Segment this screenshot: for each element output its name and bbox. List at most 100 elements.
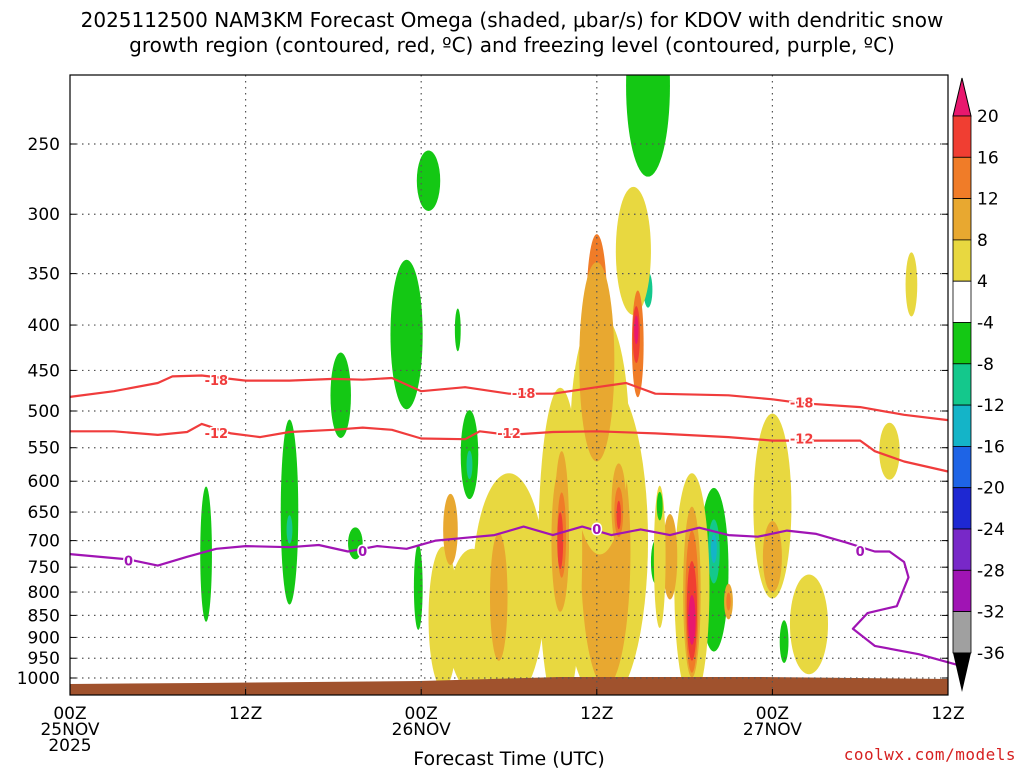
- colorbar-swatch: [952, 115, 972, 158]
- colorbar-swatch: [952, 569, 972, 612]
- omega-region: [779, 620, 789, 664]
- omega-region: [615, 186, 651, 316]
- omega-region: [428, 546, 458, 689]
- colorbar-label: -4: [977, 314, 994, 334]
- x-tick-label: 00Z: [405, 704, 438, 724]
- x-tick-label: 12Z: [580, 704, 613, 724]
- omega-region: [710, 534, 717, 564]
- omega-region: [413, 544, 423, 630]
- x-tick-label: 27NOV: [743, 720, 802, 740]
- colorbar-label: -8: [977, 355, 994, 375]
- omega-region: [616, 500, 621, 530]
- contour-label: -12: [497, 427, 521, 442]
- colorbar-swatch: [952, 445, 972, 489]
- omega-region: [726, 592, 731, 611]
- y-tick-label: 650: [28, 503, 60, 523]
- colorbar-label: -28: [977, 561, 1005, 581]
- colorbar-arrow-top: [952, 77, 972, 117]
- colorbar-label: 12: [977, 190, 999, 210]
- omega-region: [879, 422, 900, 480]
- ground-layer: [70, 677, 948, 695]
- contour-label: -12: [205, 427, 229, 442]
- contour-label: 0: [124, 554, 133, 569]
- omega-region: [762, 521, 782, 593]
- colorbar-swatch: [952, 280, 972, 323]
- colorbar-label: 8: [977, 231, 988, 251]
- omega-region: [789, 574, 829, 675]
- omega-region: [557, 512, 564, 570]
- omega-region: [626, 75, 670, 177]
- omega-region: [579, 262, 615, 462]
- y-tick-label: 350: [28, 265, 60, 285]
- contour-line: [69, 374, 949, 422]
- contour-line: [69, 525, 963, 668]
- omega-region: [489, 532, 508, 661]
- plot-frame: [69, 74, 949, 696]
- colorbar-label: -24: [977, 520, 1005, 540]
- y-tick-label: 400: [28, 316, 60, 336]
- colorbar-swatch: [952, 322, 972, 365]
- colorbar-label: 16: [977, 148, 999, 168]
- contour-label: 0: [856, 545, 865, 560]
- contour-label: 0: [592, 523, 601, 538]
- x-tick-label: 25NOV: [40, 720, 99, 740]
- y-tick-label: 500: [28, 402, 60, 422]
- omega-region: [286, 515, 293, 544]
- x-tick-label: 2025: [48, 736, 91, 756]
- colorbar-swatch: [952, 404, 972, 447]
- y-tick-label: 300: [28, 205, 60, 225]
- colorbar-swatch: [952, 363, 972, 406]
- omega-region: [753, 413, 792, 599]
- y-tick-label: 550: [28, 439, 60, 459]
- colorbar-label: -32: [977, 603, 1005, 623]
- contour-layer: -18 -18 -18 -12 -12 -12 0 0 0 0: [69, 373, 963, 668]
- chart-title-line2: growth region (contoured, red, ºC) and f…: [129, 33, 895, 57]
- x-tick-label: 00Z: [53, 704, 86, 724]
- y-tick-label: 250: [28, 135, 60, 155]
- omega-region: [443, 493, 458, 566]
- y-tick-label: 900: [28, 628, 60, 648]
- omega-shading-layer: [200, 75, 918, 695]
- x-axis-label: Forecast Time (UTC): [413, 748, 604, 768]
- y-tick-label: 450: [28, 361, 60, 381]
- omega-region: [330, 352, 351, 438]
- colorbar-swatch: [952, 528, 972, 571]
- axis-layer: 2503003504004505005506006507007508008509…: [17, 74, 965, 756]
- y-tick-label: 850: [28, 606, 60, 626]
- colorbar-label: 4: [977, 272, 988, 292]
- colorbar-swatch: [952, 198, 972, 241]
- omega-region: [653, 485, 666, 628]
- credit-text: coolwx.com/models: [843, 745, 1016, 764]
- omega-region: [446, 548, 499, 692]
- omega-region: [656, 491, 663, 521]
- x-tick-label: 12Z: [931, 704, 964, 724]
- colorbar-label: -12: [977, 396, 1005, 416]
- colorbar-label: -36: [977, 644, 1005, 664]
- colorbar-label: 20: [977, 107, 999, 127]
- omega-region: [466, 450, 473, 480]
- colorbar-swatch: [952, 611, 972, 654]
- x-tick-label: 00Z: [756, 704, 789, 724]
- colorbar-label: -20: [977, 479, 1005, 499]
- omega-region: [416, 150, 441, 211]
- y-tick-label: 800: [28, 583, 60, 603]
- omega-region: [280, 419, 299, 605]
- colorbar: 20 16 12 8 4 -4 -8 -12 -16 -20 -24 -28 -32 -36: [952, 77, 1005, 692]
- contour-label: 0: [358, 545, 367, 560]
- omega-region: [634, 315, 639, 345]
- y-tick-label: 700: [28, 532, 60, 552]
- contour-label: -12: [790, 433, 814, 448]
- contour-label: -18: [790, 397, 814, 412]
- y-tick-label: 750: [28, 558, 60, 578]
- grid-layer: [70, 75, 948, 695]
- ground-surface: [70, 677, 948, 695]
- contour-label: -18: [205, 374, 229, 389]
- omega-region: [390, 259, 423, 410]
- omega-region: [454, 308, 461, 352]
- colorbar-swatch: [952, 487, 972, 530]
- colorbar-swatch: [952, 239, 972, 282]
- x-tick-label: 12Z: [229, 704, 262, 724]
- x-tick-label: 26NOV: [392, 720, 451, 740]
- contour-line: [70, 422, 949, 473]
